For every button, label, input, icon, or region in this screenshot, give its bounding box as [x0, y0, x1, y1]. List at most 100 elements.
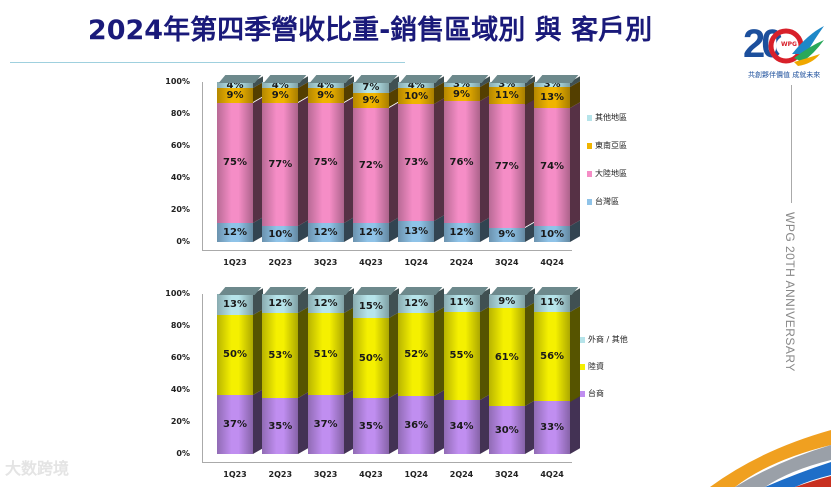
legend-swatch — [587, 170, 592, 177]
legend-item: 東南亞區 — [587, 140, 627, 151]
bar-segment-東南亞區: 9% — [307, 88, 344, 103]
x-tick-label: 2Q23 — [268, 470, 293, 479]
bar-segment-其他地區: 4% — [307, 80, 344, 91]
bar-top-face — [490, 287, 534, 295]
bar-segment-大陸地區: 77% — [488, 104, 525, 228]
bar-segment-台商: 30% — [488, 406, 525, 454]
segment-value-label: 9% — [226, 90, 244, 102]
segment-value-label: 37% — [313, 418, 338, 430]
bar-top-face — [309, 287, 352, 295]
bar-segment-東南亞區: 13% — [534, 86, 571, 108]
stacked-bar: 12% 75% 9% 4% — [307, 75, 354, 242]
x-tick-label: 4Q24 — [540, 470, 564, 479]
segment-value-label: 50% — [223, 349, 247, 361]
logo-tagline: 共創夥伴價值 成就未來 — [748, 71, 821, 79]
legend-label: 東南亞區 — [595, 141, 627, 150]
bar-segment-外商 / 其他: 12% — [262, 294, 299, 314]
x-axis — [202, 462, 572, 463]
segment-value-label: 50% — [358, 352, 383, 364]
segment-value-label: 10% — [268, 228, 293, 240]
bar-top-face — [399, 287, 443, 295]
y-tick-label: 100% — [165, 289, 190, 298]
segment-value-label: 3% — [453, 78, 470, 90]
y-tick-label: 60% — [170, 141, 190, 150]
stacked-bar: 10% 77% 9% 4% — [262, 75, 309, 242]
bar-side-face — [570, 305, 581, 402]
bar-segment-台商: 35% — [352, 398, 389, 454]
segment-value-label: 12% — [268, 298, 293, 310]
segment-value-label: 12% — [313, 298, 338, 310]
bar-segment-台灣區: 12% — [443, 222, 480, 242]
segment-value-label: 9% — [498, 229, 516, 241]
x-tick-label: 3Q23 — [313, 258, 338, 267]
bar-segment-台灣區: 10% — [534, 226, 571, 242]
y-tick-label: 60% — [170, 353, 190, 362]
y-tick-label: 40% — [170, 385, 190, 394]
stacked-bar: 30% 61% 9% — [488, 287, 535, 454]
x-tick-label: 4Q23 — [359, 470, 383, 479]
segment-value-label: 51% — [313, 348, 338, 360]
bar-segment-其他地區: 4% — [398, 80, 435, 91]
segment-value-label: 15% — [358, 300, 383, 312]
legend-label: 外商 / 其他 — [588, 335, 628, 344]
bar-segment-陸資: 51% — [307, 313, 344, 395]
stacked-bar: 12% 72% 9% 7% — [352, 75, 399, 242]
bar-top-face — [218, 75, 262, 83]
segment-value-label: 75% — [313, 157, 338, 169]
legend-swatch — [580, 363, 585, 370]
y-tick-label: 20% — [170, 417, 190, 426]
bar-top-face — [309, 75, 352, 83]
logo-wing-icon — [768, 26, 824, 66]
segment-value-label: 77% — [494, 160, 519, 172]
stacked-bar: 34% 55% 11% — [443, 287, 490, 454]
bar-segment-外商 / 其他: 11% — [443, 294, 480, 312]
legend-swatch — [587, 114, 592, 121]
bar-segment-其他地區: 4% — [262, 80, 299, 91]
segment-value-label: 13% — [540, 91, 565, 103]
segment-value-label: 12% — [449, 226, 474, 238]
side-divider — [791, 85, 792, 203]
bar-segment-台商: 36% — [398, 396, 435, 454]
bar-segment-陸資: 52% — [398, 313, 435, 397]
bar-segment-大陸地區: 77% — [262, 102, 299, 226]
legend-item: 大陸地區 — [587, 168, 627, 179]
bar-segment-外商 / 其他: 13% — [217, 294, 253, 315]
legend-label: 大陸地區 — [595, 169, 627, 178]
x-tick-label: 1Q24 — [404, 470, 428, 479]
legend-item: 其他地區 — [587, 112, 627, 123]
segment-value-label: 34% — [449, 421, 474, 433]
legend-swatch — [587, 142, 592, 149]
legend-item: 台灣區 — [587, 196, 619, 207]
x-tick-label: 3Q23 — [313, 470, 338, 479]
x-tick-label: 3Q24 — [495, 470, 519, 479]
anniversary-text: WPG 20TH ANNIVERSARY — [783, 212, 797, 372]
bar-segment-台灣區: 13% — [398, 221, 435, 242]
bar-segment-台灣區: 12% — [307, 222, 344, 242]
y-tick-label: 80% — [170, 109, 190, 118]
bar-segment-台灣區: 9% — [488, 227, 525, 242]
bar-segment-東南亞區: 10% — [398, 88, 435, 105]
legend-item: 陸資 — [580, 361, 604, 372]
stacked-bar: 33% 56% 11% — [534, 287, 581, 454]
segment-value-label: 11% — [449, 297, 474, 309]
bar-top-face — [354, 75, 398, 83]
bar-segment-外商 / 其他: 15% — [352, 294, 389, 318]
bar-segment-台商: 34% — [443, 399, 480, 454]
x-tick-label: 1Q23 — [223, 470, 247, 479]
legend-label: 台商 — [588, 389, 604, 398]
bar-segment-其他地區: 3% — [443, 78, 480, 90]
bar-top-face — [490, 75, 534, 83]
bar-segment-陸資: 56% — [534, 311, 571, 402]
segment-value-label: 37% — [223, 418, 247, 430]
legend-label: 其他地區 — [595, 113, 627, 122]
bar-segment-外商 / 其他: 9% — [488, 294, 525, 309]
segment-value-label: 75% — [223, 157, 247, 169]
segment-value-label: 35% — [358, 420, 383, 432]
stacked-bar: 35% 53% 12% — [262, 287, 309, 454]
stacked-bar: 37% 51% 12% — [307, 287, 354, 454]
y-tick-label: 0% — [176, 449, 190, 458]
legend-label: 台灣區 — [595, 197, 619, 206]
bar-segment-其他地區: 3% — [488, 79, 525, 90]
segment-value-label: 53% — [268, 350, 293, 362]
y-axis — [202, 294, 203, 462]
